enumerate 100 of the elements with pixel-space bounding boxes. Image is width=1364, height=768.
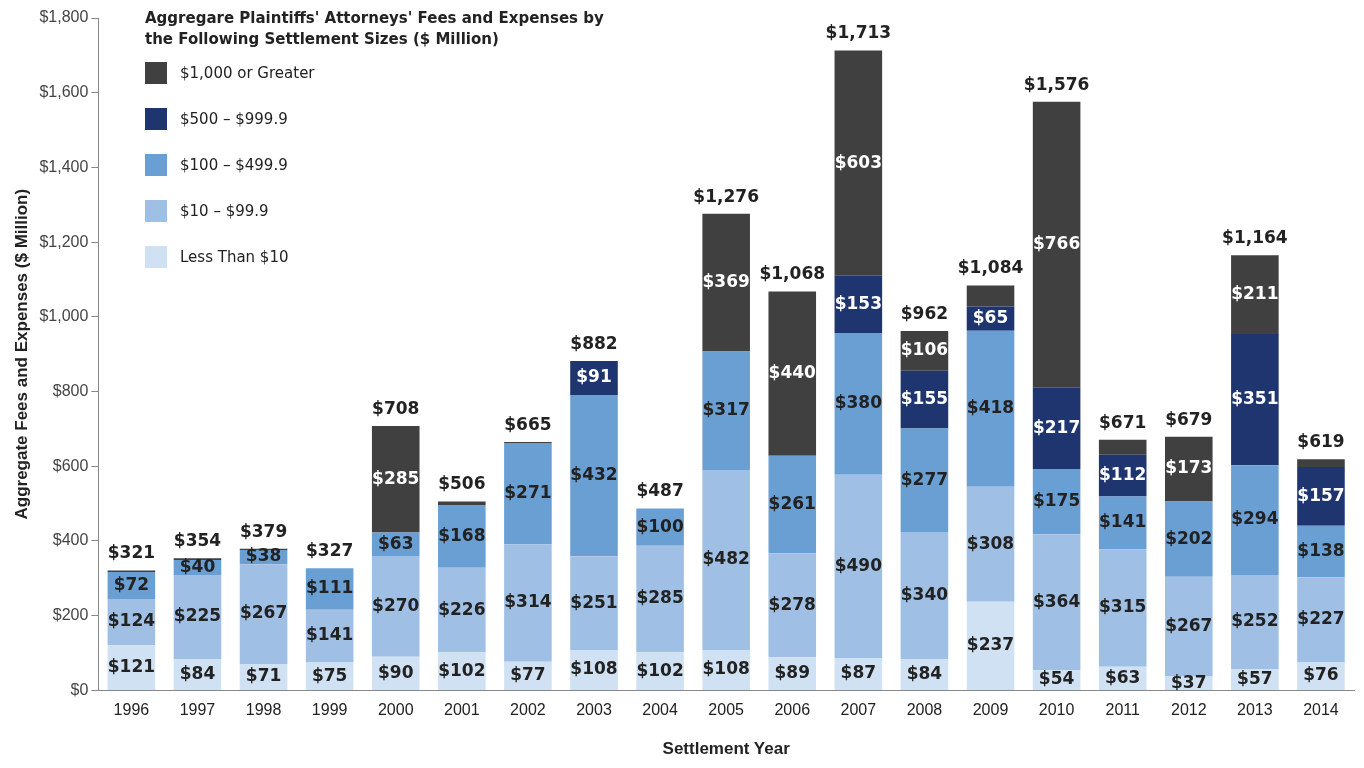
x-tick-label: 2009	[972, 701, 1009, 719]
x-tick-label: 2006	[774, 701, 811, 719]
bar	[371, 555, 420, 657]
data-label: $369	[702, 271, 750, 292]
legend-label: $1,000 or Greater	[180, 64, 315, 82]
x-tick-label: 1998	[245, 701, 282, 719]
y-tick-label: $200	[52, 606, 89, 624]
data-label: $270	[372, 594, 420, 615]
x-tick-label: 1999	[311, 701, 348, 719]
data-label: $121	[107, 655, 156, 676]
total-label: $1,084	[957, 257, 1024, 278]
y-tick-label: $1,200	[39, 232, 89, 250]
x-tick-label: 2010	[1038, 701, 1075, 719]
total-label: $1,276	[693, 185, 759, 206]
data-label: $237	[966, 634, 1015, 655]
data-label: $432	[570, 464, 618, 485]
data-label: $141	[1099, 511, 1147, 532]
total-label: $671	[1099, 411, 1147, 432]
x-tick-label: 2004	[642, 701, 678, 719]
data-label: $90	[377, 661, 414, 682]
bar	[768, 455, 817, 554]
bar	[1231, 465, 1279, 575]
total-label: $506	[438, 473, 486, 494]
data-label: $314	[504, 591, 552, 612]
bar	[1231, 334, 1279, 466]
x-tick-label: 2011	[1105, 701, 1140, 719]
data-label: $482	[702, 548, 750, 569]
data-label: $308	[966, 532, 1015, 553]
data-label: $351	[1231, 388, 1279, 409]
total-label: $321	[107, 542, 156, 563]
data-label: $141	[305, 624, 354, 645]
data-label: $271	[504, 482, 552, 503]
total-label: $327	[305, 540, 354, 561]
x-tick-label: 2013	[1237, 701, 1273, 719]
data-label: $108	[702, 658, 750, 679]
total-label: $354	[173, 530, 222, 551]
data-label: $40	[179, 555, 216, 576]
data-label: $225	[173, 605, 222, 626]
bar	[702, 213, 750, 352]
data-label: $77	[510, 664, 546, 685]
data-label: $91	[576, 366, 612, 387]
data-label: $261	[768, 492, 816, 513]
bar	[1231, 255, 1279, 335]
data-label: $285	[372, 467, 420, 488]
total-label: $619	[1297, 431, 1345, 452]
x-tick-label: 2005	[708, 701, 745, 719]
x-tick-label: 2003	[576, 701, 612, 719]
data-label: $227	[1297, 608, 1345, 629]
data-label: $87	[840, 662, 877, 683]
data-label: $108	[570, 658, 618, 679]
total-label: $379	[239, 520, 288, 541]
x-tick-label: 2014	[1303, 701, 1339, 719]
legend-label: $10 – $99.9	[180, 202, 269, 220]
data-label: $100	[636, 515, 684, 536]
data-label: $317	[702, 399, 750, 420]
bar	[1164, 501, 1213, 577]
bar	[636, 545, 684, 653]
total-label: $487	[636, 480, 684, 501]
data-label: $106	[900, 339, 949, 360]
data-label: $202	[1165, 527, 1213, 548]
data-label: $57	[1237, 667, 1273, 688]
data-label: $251	[570, 591, 618, 612]
data-label: $65	[972, 306, 1009, 327]
x-tick-label: 2002	[510, 701, 546, 719]
data-label: $124	[107, 610, 156, 631]
legend-label: $500 – $999.9	[180, 110, 288, 128]
bar	[966, 601, 1015, 690]
data-label: $315	[1099, 596, 1147, 617]
data-label: $175	[1032, 489, 1081, 510]
data-label: $277	[900, 468, 949, 489]
x-axis-title: Settlement Year	[662, 739, 791, 759]
x-tick-label: 2000	[377, 701, 414, 719]
x-tick-label: 2008	[906, 701, 943, 719]
data-label: $267	[1165, 615, 1213, 636]
data-label: $267	[239, 602, 288, 623]
total-label: $1,576	[1023, 73, 1090, 94]
bar	[1032, 387, 1081, 469]
y-tick-label: $800	[52, 381, 89, 399]
bar	[900, 428, 949, 533]
data-label: $138	[1297, 539, 1345, 560]
total-label: $1,713	[825, 22, 892, 43]
bar	[504, 443, 552, 545]
data-label: $603	[834, 151, 883, 172]
x-tick-label: 2012	[1170, 701, 1207, 719]
data-label: $102	[636, 659, 684, 680]
bar	[570, 556, 618, 651]
y-tick-label: $1,000	[39, 307, 89, 325]
bar	[1098, 549, 1147, 667]
data-label: $38	[245, 545, 282, 566]
data-label: $766	[1032, 233, 1081, 254]
bar	[966, 486, 1015, 602]
data-label: $153	[834, 292, 883, 313]
bar	[900, 532, 949, 660]
total-label: $962	[900, 302, 949, 323]
data-label: $76	[1303, 664, 1339, 685]
bar	[1032, 534, 1081, 671]
legend-title: Aggregare Plaintiffs' Attorneys' Fees and Expenses by the Following Settlement Sizes ($ Million)	[145, 8, 605, 50]
y-tick-label: $1,600	[39, 83, 89, 101]
data-label: $226	[438, 598, 486, 619]
x-tick-label: 1997	[179, 701, 216, 719]
